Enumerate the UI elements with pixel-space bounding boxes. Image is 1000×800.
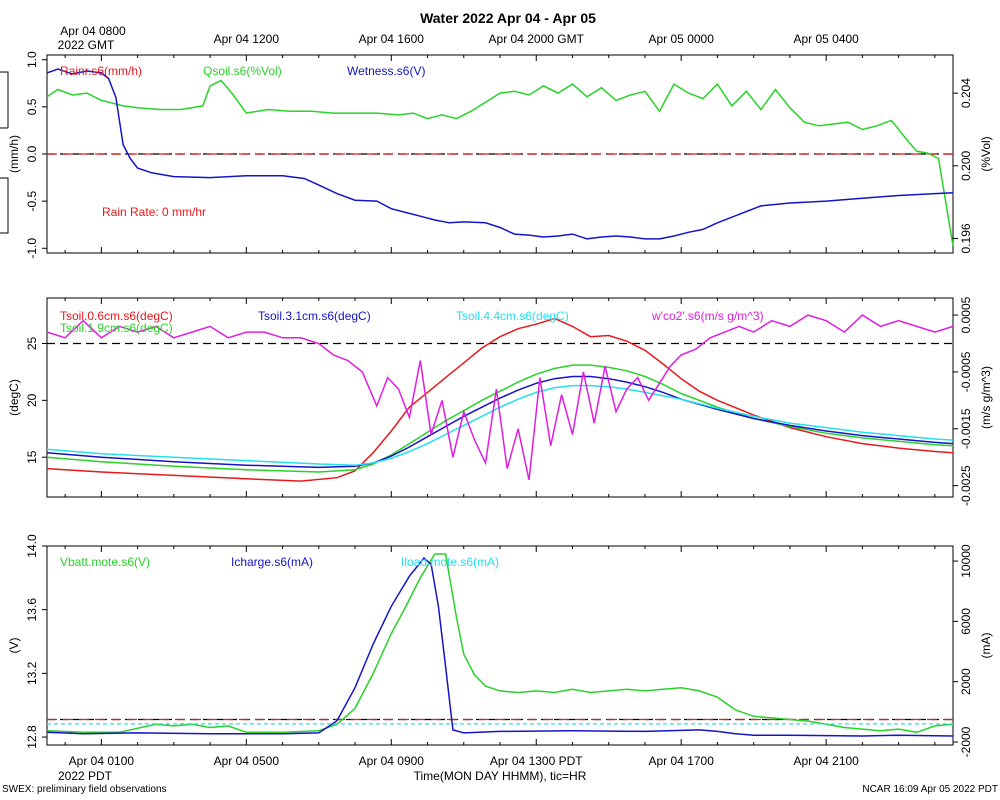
y-tick-label: 0.204 <box>959 78 973 108</box>
series-line-green <box>46 553 954 734</box>
bottom-axis-label: Apr 04 0500 <box>214 754 280 768</box>
y-tick-label: 14.0 <box>25 534 39 558</box>
x-ticks <box>64 55 936 253</box>
panel-soil-temperature: 25 20 15 (degC) 0.0005 -0.0005 -0.0015 -0.0025 (… <box>7 296 993 506</box>
y-tick-label: 10000 <box>959 544 973 578</box>
series-line-cyan <box>46 384 954 466</box>
legend-label: Vbatt.mote.s6(V) <box>60 555 150 569</box>
series-line-green <box>46 364 954 473</box>
y-axis-label-right: (%Vol) <box>979 136 993 171</box>
series-line-magenta <box>46 314 954 481</box>
legend-label: Tsoil.0.6cm.s6(degC) <box>60 309 173 323</box>
footer-right: NCAR 16:09 Apr 05 2022 PDT <box>862 784 998 795</box>
y-axis-label-right: (m/s g/m^3) <box>979 366 993 429</box>
y-tick-label: 1.0 <box>25 51 39 68</box>
y-tick-label: 20 <box>25 393 39 407</box>
legend: Vbatt.mote.s6(V) Icharge.s6(mA) Iload.mote… <box>60 555 499 569</box>
legend-label: w'co2'.s6(m/s g/m^3) <box>651 309 764 323</box>
bottom-axis-label: Apr 04 0900 <box>359 754 425 768</box>
legend-label: Qsoil.s6(%Vol) <box>203 64 282 78</box>
legend-label: Iload.mote.s6(mA) <box>401 555 499 569</box>
chart-title: Water 2022 Apr 04 - Apr 05 <box>420 10 596 26</box>
y-tick-label: -0.5 <box>25 190 39 211</box>
legend: Tsoil.0.6cm.s6(degC)Tsoil.1.9cm.s6(degC)… <box>60 309 764 335</box>
series-line-blue <box>46 375 954 469</box>
y-tick-label: 0.200 <box>959 150 973 180</box>
y-tick-label: 2000 <box>959 668 973 695</box>
panel-power: 14.0 13.6 13.2 12.8 (V) 10000 6000 2000 -2000 (mA… <box>7 534 993 757</box>
y-tick-label: 6000 <box>959 608 973 635</box>
y-axis-left: 25 20 15 (degC) <box>7 336 47 464</box>
series <box>46 553 954 737</box>
series <box>46 68 954 246</box>
legend-label: Tsoil.1.9cm.s6(degC) <box>60 321 173 335</box>
legend-label: Icharge.s6(mA) <box>231 555 313 569</box>
y-tick-label: 0.0005 <box>959 296 973 333</box>
x-ticks <box>64 546 936 745</box>
x-ticks <box>64 298 936 497</box>
top-axis-label: Apr 04 2000 GMT <box>489 32 585 46</box>
y-axis-label-left: (V) <box>7 638 21 654</box>
y-tick-label: 13.6 <box>25 598 39 622</box>
bottom-axis-label: Apr 04 2100 <box>793 754 859 768</box>
series <box>46 314 954 482</box>
top-axis-labels: Apr 04 1200 Apr 04 1600 Apr 04 2000 GMT Apr… <box>214 32 860 46</box>
legend-label: Rainr.s6(mm/h) <box>60 64 142 78</box>
y-tick-label: -1.0 <box>25 238 39 259</box>
bottom-axis-label: Apr 04 0100 <box>69 754 135 768</box>
bottom-axis-label: Apr 04 1300 PDT <box>490 754 583 768</box>
y-tick-label: -0.0015 <box>959 408 973 449</box>
legend-label: Tsoil.4.4cm.s6(degC) <box>456 309 569 323</box>
y-tick-label: 0.5 <box>25 98 39 115</box>
footer-left: SWEX: preliminary field observations <box>2 784 167 795</box>
bottom-axis-label: Apr 04 1700 <box>649 754 715 768</box>
series-line-blue <box>46 557 954 737</box>
top-axis-label: Apr 05 0400 <box>793 32 859 46</box>
y-axis-right: 0.204 0.200 0.196 (%Vol) <box>953 78 993 253</box>
legend: Rainr.s6(mm/h) Qsoil.s6(%Vol) Wetness.s6(V… <box>60 64 425 78</box>
y-tick-label: 25 <box>25 336 39 350</box>
top-axis-label: Apr 04 1200 <box>214 32 280 46</box>
panel-annotation: Rain Rate: 0 mm/hr <box>102 205 206 219</box>
panel-water: 1.0 0.5 0.0 -0.5 -1.0 (mm/h) 0.204 0.200 0.196 (%… <box>7 51 993 259</box>
y-axis-right: 10000 6000 2000 -2000 (mA) <box>953 544 993 757</box>
x-axis-label: Time(MON DAY HHMM), tic=HR <box>414 769 587 783</box>
y-tick-label: -0.0005 <box>959 351 973 392</box>
bottom-axis-labels: Apr 04 0100 Apr 04 0500 Apr 04 0900 Apr 04 … <box>69 754 860 768</box>
y-axis-right: 0.0005 -0.0005 -0.0015 -0.0025 (m/s g/m^3) <box>953 296 993 506</box>
legend-label: Wetness.s6(V) <box>347 64 425 78</box>
bottom-axis-year: 2022 PDT <box>58 769 113 783</box>
y-axis-left: 1.0 0.5 0.0 -0.5 -1.0 (mm/h) <box>7 51 47 259</box>
series-line-blue <box>46 68 954 240</box>
y-tick-label: 0.196 <box>959 223 973 253</box>
legend-box-fragment <box>0 71 9 234</box>
y-axis-label-right: (mA) <box>979 633 993 659</box>
y-tick-label: -0.0025 <box>959 465 973 506</box>
y-axis-label-left: (degC) <box>7 379 21 416</box>
top-axis-first-label: Apr 04 0800 <box>60 24 126 38</box>
series-line-green <box>46 79 954 246</box>
top-axis-label: Apr 05 0000 <box>649 32 715 46</box>
y-tick-label: 0.0 <box>25 145 39 162</box>
chart-panels: 1.0 0.5 0.0 -0.5 -1.0 (mm/h) 0.204 0.200 0.196 (%… <box>7 51 993 757</box>
top-axis-first-year: 2022 GMT <box>58 38 115 52</box>
legend-label: Tsoil.3.1cm.s6(degC) <box>258 309 371 323</box>
y-axis-label-left: (mm/h) <box>7 135 21 173</box>
y-tick-label: 12.8 <box>25 725 39 749</box>
y-axis-left: 14.0 13.6 13.2 12.8 (V) <box>7 534 47 749</box>
y-tick-label: -2000 <box>959 726 973 757</box>
panel-frame <box>46 545 954 746</box>
top-axis-label: Apr 04 1600 <box>359 32 425 46</box>
y-tick-label: 13.2 <box>25 661 39 685</box>
y-tick-label: 15 <box>25 450 39 464</box>
